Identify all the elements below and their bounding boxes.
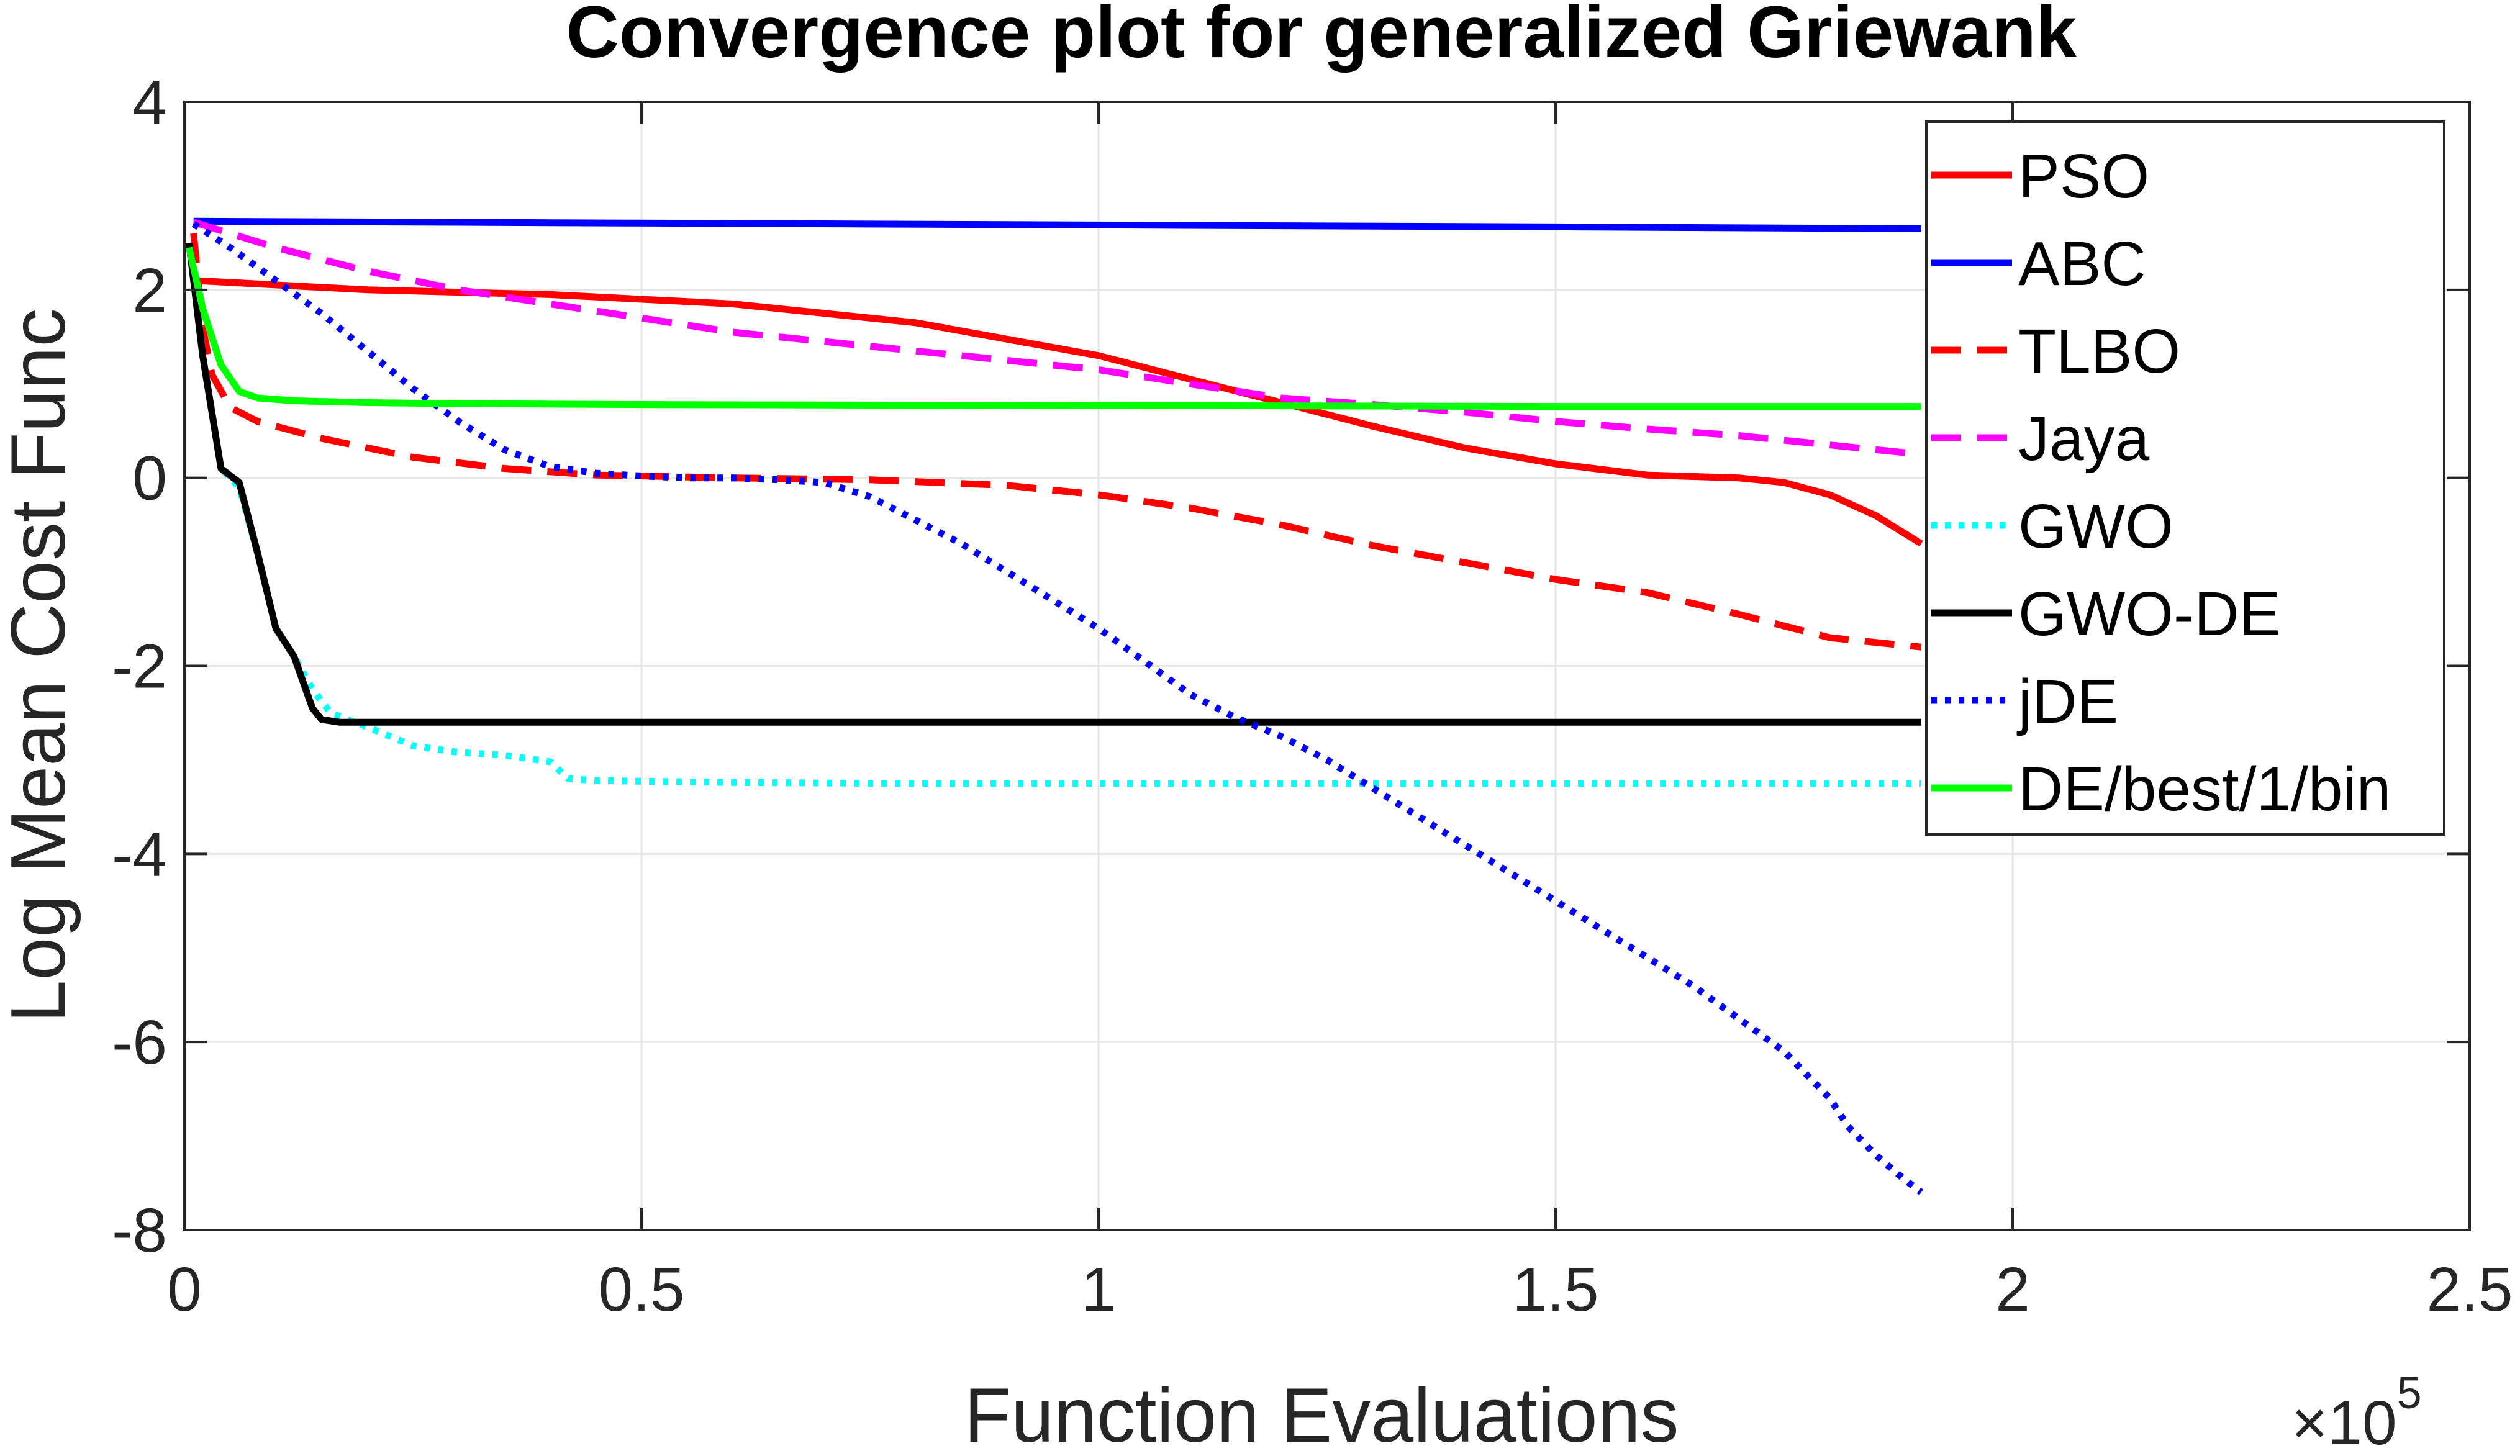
legend-label: GWO-DE bbox=[2018, 579, 2280, 649]
series-line-gwo-de bbox=[185, 242, 1921, 726]
legend-label: TLBO bbox=[2018, 317, 2180, 386]
y-tick-label: -4 bbox=[112, 820, 167, 889]
series-lines bbox=[185, 217, 1924, 1195]
x-tick-label: 0 bbox=[167, 1255, 202, 1324]
x-axis-exponent: ×105 bbox=[2291, 1368, 2422, 1456]
legend-label: ABC bbox=[2018, 229, 2146, 299]
x-axis-exponent-base: ×10 bbox=[2291, 1388, 2397, 1456]
legend-label: PSO bbox=[2018, 142, 2149, 211]
y-tick-label: -2 bbox=[112, 632, 167, 702]
chart-title: Convergence plot for generalized Griewan… bbox=[566, 0, 2077, 73]
legend-label: Jaya bbox=[2018, 404, 2150, 474]
series-line-jaya bbox=[193, 219, 1922, 458]
x-axis-exponent-power: 5 bbox=[2397, 1368, 2422, 1418]
legend: PSO ABC TLBO Jaya GWO GWO-DE jDE DE/best/1/bin bbox=[1925, 120, 2445, 836]
x-tick-label: 2 bbox=[1995, 1255, 2030, 1324]
y-tick-label: 2 bbox=[132, 256, 167, 325]
y-tick-label: 4 bbox=[132, 68, 167, 137]
legend-box bbox=[1925, 120, 2445, 836]
x-tick-label: 1.5 bbox=[1512, 1255, 1598, 1324]
x-tick-label: 2.5 bbox=[2426, 1255, 2513, 1324]
x-tick-label: 0.5 bbox=[598, 1255, 684, 1324]
axis-ticks: 0 0.5 1 1.5 2 2.5 -8 -6 -4 -2 0 2 4 bbox=[112, 68, 2513, 1324]
series-line-tlbo bbox=[190, 233, 1922, 651]
legend-label: jDE bbox=[2016, 667, 2118, 736]
legend-label: GWO bbox=[2018, 492, 2173, 561]
x-axis-label: Function Evaluations bbox=[964, 1373, 1679, 1456]
y-tick-label: 0 bbox=[132, 444, 167, 513]
series-line-pso bbox=[193, 277, 1923, 547]
series-line-abc bbox=[193, 217, 1921, 232]
y-axis-label: Log Mean Cost Func bbox=[0, 308, 81, 1023]
series-line-de-best-1-bin bbox=[186, 246, 1921, 410]
legend-label: DE/best/1/bin bbox=[2018, 754, 2391, 824]
y-tick-label: -8 bbox=[112, 1196, 167, 1265]
legend-items: PSO ABC TLBO Jaya GWO GWO-DE jDE DE/best/1/bin bbox=[1931, 142, 2391, 824]
x-tick-label: 1 bbox=[1081, 1255, 1116, 1324]
y-tick-label: -6 bbox=[112, 1008, 167, 1077]
